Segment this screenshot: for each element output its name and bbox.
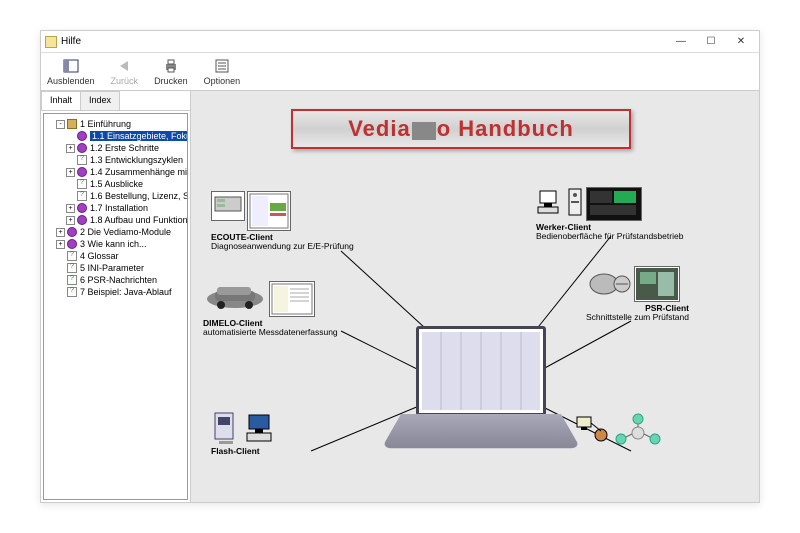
- title-banner: Vediao Handbuch: [291, 109, 631, 149]
- purple-icon: [77, 203, 87, 213]
- banner-text: Vediao Handbuch: [348, 116, 574, 142]
- purple-icon: [77, 143, 87, 153]
- tree-label[interactable]: 1.6 Bestellung, Lizenz, Support: [90, 191, 188, 201]
- expander-spacer: [66, 156, 75, 165]
- tree-item[interactable]: 1.3 Entwicklungszyklen: [46, 154, 185, 166]
- page-icon: [67, 263, 77, 273]
- back-button[interactable]: Zurück: [111, 57, 139, 86]
- tree-item[interactable]: 7 Beispiel: Java-Ablauf: [46, 286, 185, 298]
- tree-item[interactable]: +3 Wie kann ich...: [46, 238, 185, 250]
- central-laptop: [401, 326, 561, 462]
- hide-button[interactable]: Ausblenden: [47, 57, 95, 86]
- tree-item[interactable]: +1.4 Zusammenhänge mit Hard-und: [46, 166, 185, 178]
- collapse-icon[interactable]: -: [56, 120, 65, 129]
- tree-item[interactable]: - 1 Einführung: [46, 118, 185, 130]
- book-icon: [67, 119, 77, 129]
- minimize-button[interactable]: —: [667, 33, 695, 51]
- expander-spacer: [66, 192, 75, 201]
- sidebar-tabs: Inhalt Index: [41, 91, 190, 111]
- print-button[interactable]: Drucken: [154, 57, 188, 86]
- sidebar: Inhalt Index - 1 Einführung 1.1 Einsatzgeb…: [41, 91, 191, 502]
- toolbar: Ausblenden Zurück Drucken Optionen: [41, 53, 759, 91]
- expand-icon[interactable]: +: [66, 216, 75, 225]
- back-icon: [115, 57, 133, 75]
- tree-item[interactable]: +1.8 Aufbau und Funktionsweise: [46, 214, 185, 226]
- tree-label[interactable]: 3 Wie kann ich...: [80, 239, 147, 249]
- tree-label[interactable]: 1.3 Entwicklungszyklen: [90, 155, 183, 165]
- tree-item[interactable]: +2 Die Vediamo-Module: [46, 226, 185, 238]
- tree-label[interactable]: 4 Glossar: [80, 251, 119, 261]
- tree-item[interactable]: 6 PSR-Nachrichten: [46, 274, 185, 286]
- tree-label[interactable]: 1.8 Aufbau und Funktionsweise: [90, 215, 188, 225]
- expand-icon[interactable]: +: [56, 240, 65, 249]
- app-icon: [45, 36, 57, 48]
- purple-icon: [67, 239, 77, 249]
- tree-item[interactable]: 5 INI-Parameter: [46, 262, 185, 274]
- expander-spacer: [66, 180, 75, 189]
- expander-spacer: [56, 252, 65, 261]
- print-icon: [162, 57, 180, 75]
- page-icon: [77, 155, 87, 165]
- expand-icon[interactable]: +: [66, 144, 75, 153]
- expander-spacer: [66, 132, 75, 141]
- close-button[interactable]: ✕: [727, 33, 755, 51]
- tab-inhalt[interactable]: Inhalt: [41, 91, 81, 110]
- page-icon: [67, 275, 77, 285]
- toc-tree[interactable]: -1 Einführung1.1 Einsatzgebiete, Fokus+1…: [43, 113, 188, 500]
- options-button[interactable]: Optionen: [204, 57, 241, 86]
- hide-icon: [62, 57, 80, 75]
- page-icon: [77, 191, 87, 201]
- tree-item[interactable]: +1.7 Installation: [46, 202, 185, 214]
- tree-label[interactable]: 1.2 Erste Schritte: [90, 143, 159, 153]
- tree-item[interactable]: 4 Glossar: [46, 250, 185, 262]
- tree-item[interactable]: +1.2 Erste Schritte: [46, 142, 185, 154]
- content-pane: Vediao Handbuch: [191, 91, 759, 502]
- expander-spacer: [56, 276, 65, 285]
- page-icon: [67, 251, 77, 261]
- tree-item[interactable]: 1.6 Bestellung, Lizenz, Support: [46, 190, 185, 202]
- options-icon: [213, 57, 231, 75]
- tree-label[interactable]: 1.7 Installation: [90, 203, 148, 213]
- ecoute-sub: Diagnoseanwendung zur E/E-Prüfung: [211, 242, 354, 251]
- cluster-network: [571, 411, 663, 453]
- tree-label[interactable]: 6 PSR-Nachrichten: [80, 275, 157, 285]
- cluster-werker: Werker-Client Bedienoberfläche für Prüfs…: [536, 187, 683, 242]
- help-window: Hilfe — ☐ ✕ Ausblenden Zurück: [40, 30, 760, 503]
- tree-label[interactable]: 2 Die Vediamo-Module: [80, 227, 171, 237]
- expander-spacer: [56, 288, 65, 297]
- tree-label[interactable]: 1.1 Einsatzgebiete, Fokus: [90, 131, 188, 141]
- titlebar: Hilfe — ☐ ✕: [41, 31, 759, 53]
- tree-label[interactable]: 5 INI-Parameter: [80, 263, 144, 273]
- cluster-dimelo: DIMELO-Client automatisierte Messdatener…: [203, 281, 338, 338]
- cluster-psr: PSR-Client Schnittstelle zum Prüfstand: [586, 266, 689, 323]
- tree-item[interactable]: 1.1 Einsatzgebiete, Fokus: [46, 130, 185, 142]
- tree-label[interactable]: 1 Einführung: [80, 119, 131, 129]
- werker-sub: Bedienoberfläche für Prüfstandsbetrieb: [536, 232, 683, 241]
- maximize-button[interactable]: ☐: [697, 33, 725, 51]
- expand-icon[interactable]: +: [66, 168, 75, 177]
- purple-icon: [77, 131, 87, 141]
- expand-icon[interactable]: +: [66, 204, 75, 213]
- tree-item[interactable]: 1.5 Ausblicke: [46, 178, 185, 190]
- cluster-ecoute: ECOUTE-Client Diagnoseanwendung zur E/E-…: [211, 191, 354, 252]
- page-icon: [67, 287, 77, 297]
- expand-icon[interactable]: +: [56, 228, 65, 237]
- purple-icon: [77, 215, 87, 225]
- tree-label[interactable]: 1.5 Ausblicke: [90, 179, 143, 189]
- window-title: Hilfe: [61, 36, 81, 47]
- page-icon: [77, 179, 87, 189]
- tab-index[interactable]: Index: [80, 91, 120, 110]
- purple-icon: [77, 167, 87, 177]
- tree-label[interactable]: 1.4 Zusammenhänge mit Hard-und: [90, 167, 188, 177]
- tree-label[interactable]: 7 Beispiel: Java-Ablauf: [80, 287, 172, 297]
- psr-sub: Schnittstelle zum Prüfstand: [586, 313, 689, 322]
- dimelo-sub: automatisierte Messdatenerfassung: [203, 328, 338, 337]
- flash-title: Flash-Client: [211, 447, 277, 456]
- cluster-flash: Flash-Client: [211, 411, 277, 456]
- expander-spacer: [56, 264, 65, 273]
- purple-icon: [67, 227, 77, 237]
